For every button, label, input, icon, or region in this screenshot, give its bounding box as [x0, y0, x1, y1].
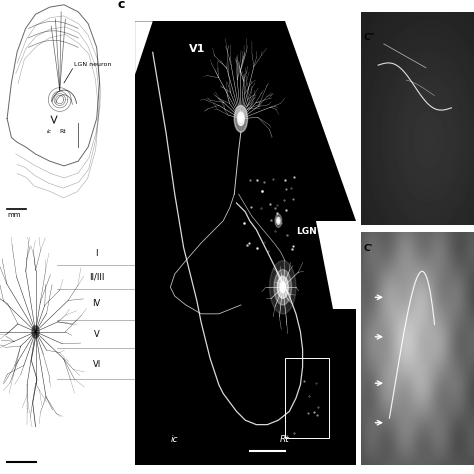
Circle shape	[280, 282, 285, 292]
Circle shape	[277, 217, 280, 224]
Text: IV: IV	[92, 299, 101, 308]
Text: V: V	[94, 330, 100, 338]
Circle shape	[274, 270, 292, 305]
Bar	[285, 358, 329, 438]
Text: ic: ic	[171, 435, 179, 444]
Circle shape	[282, 285, 284, 290]
Circle shape	[278, 219, 279, 222]
Text: Rt: Rt	[59, 129, 66, 134]
Circle shape	[237, 112, 244, 126]
Text: II/III: II/III	[89, 273, 104, 282]
Text: LGN: LGN	[296, 227, 317, 236]
Text: V1: V1	[189, 45, 205, 55]
Text: VI: VI	[92, 361, 101, 369]
Text: I: I	[95, 249, 98, 258]
Polygon shape	[285, 21, 356, 221]
Text: C": C"	[364, 33, 375, 42]
Circle shape	[277, 276, 288, 298]
Circle shape	[275, 214, 282, 228]
Polygon shape	[316, 221, 356, 310]
Polygon shape	[135, 21, 153, 74]
Text: c: c	[118, 0, 125, 11]
Text: Rt: Rt	[280, 435, 290, 444]
Text: LGN neuron: LGN neuron	[74, 63, 111, 67]
Text: ic: ic	[47, 129, 52, 134]
Circle shape	[234, 106, 247, 132]
Text: mm: mm	[7, 212, 20, 218]
Text: C': C'	[364, 244, 373, 253]
Circle shape	[270, 261, 296, 314]
Circle shape	[32, 326, 39, 337]
Circle shape	[239, 115, 243, 122]
